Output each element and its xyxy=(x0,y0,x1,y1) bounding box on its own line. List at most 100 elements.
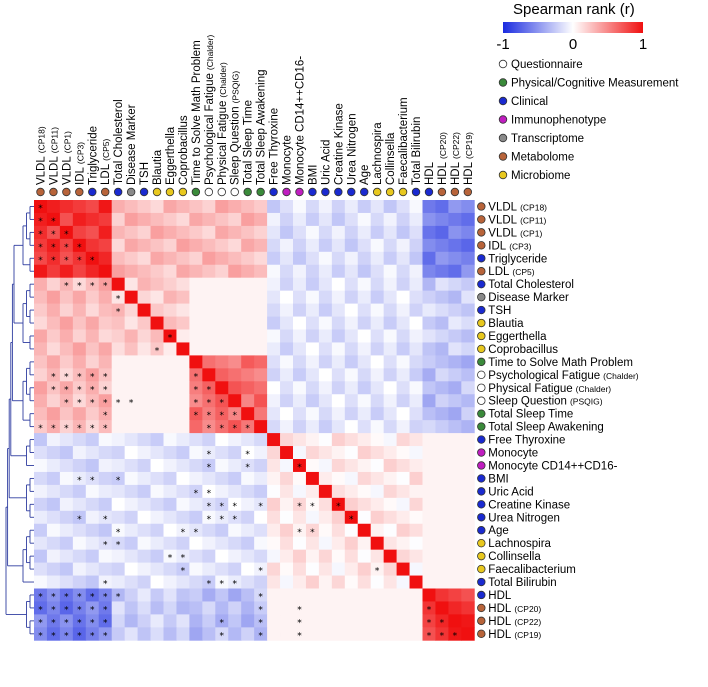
heatmap-cell xyxy=(305,601,320,615)
heatmap-cell xyxy=(228,471,242,486)
heatmap-cell xyxy=(163,225,177,240)
heatmap-cell xyxy=(254,303,268,317)
significance-star: * xyxy=(77,605,82,615)
heatmap-cell xyxy=(124,381,138,395)
heatmap-cell xyxy=(267,575,281,589)
column-category-marker xyxy=(347,187,356,197)
heatmap-cell xyxy=(280,614,294,628)
category-legend: Questionnaire Physical/Cognitive Measurem… xyxy=(498,59,679,182)
row-label: VLDL (CP11) xyxy=(488,214,546,226)
heatmap-cell xyxy=(176,212,190,227)
heatmap-cell xyxy=(34,627,48,641)
heatmap-cell xyxy=(461,459,475,473)
heatmap-cell xyxy=(448,536,462,551)
heatmap-cell xyxy=(46,523,61,538)
significance-star: * xyxy=(207,398,212,408)
heatmap-cell xyxy=(85,523,100,538)
heatmap-cell xyxy=(435,627,449,641)
heatmap-cell xyxy=(34,290,48,304)
significance-star: * xyxy=(51,256,56,266)
heatmap-cell xyxy=(46,510,61,525)
heatmap-cell xyxy=(59,251,74,266)
significance-star: * xyxy=(297,528,302,538)
heatmap-cell xyxy=(461,355,475,369)
heatmap-cell xyxy=(357,355,372,369)
heatmap-cell xyxy=(422,601,436,615)
heatmap-cell xyxy=(34,523,48,538)
heatmap-cell xyxy=(461,575,475,589)
heatmap-cell xyxy=(409,394,423,408)
heatmap-cell xyxy=(280,601,294,615)
heatmap-cell xyxy=(46,316,61,330)
heatmap-cell xyxy=(409,225,423,240)
heatmap-cell xyxy=(124,601,138,615)
significance-star: * xyxy=(51,230,56,240)
heatmap-cell xyxy=(124,588,138,602)
heatmap-cell xyxy=(202,200,216,214)
significance-star: * xyxy=(77,398,82,408)
heatmap-cell xyxy=(34,446,48,460)
heatmap-cell xyxy=(435,212,449,227)
column-label: HDL(CP20) xyxy=(437,132,449,185)
heatmap-cell xyxy=(305,510,320,525)
heatmap-cell xyxy=(357,316,372,330)
heatmap-cell xyxy=(305,316,320,330)
heatmap-cell xyxy=(124,264,138,279)
heatmap-cell xyxy=(344,446,359,460)
heatmap-cell xyxy=(396,614,410,628)
heatmap-cell xyxy=(124,238,138,253)
heatmap-cell xyxy=(111,394,126,408)
heatmap-cell xyxy=(189,536,203,551)
heatmap-cell xyxy=(137,549,151,563)
heatmap-cell xyxy=(344,394,359,408)
heatmap-cell xyxy=(344,588,359,602)
heatmap-cell xyxy=(202,277,216,292)
heatmap-cell xyxy=(357,459,372,473)
heatmap-cell xyxy=(370,368,385,382)
heatmap-cell xyxy=(344,601,359,615)
heatmap-cell xyxy=(150,225,164,240)
row-label: Coprobacillus xyxy=(488,344,558,356)
heatmap-cell xyxy=(176,588,190,602)
colorbar-tick-min: -1 xyxy=(496,36,509,53)
significance-star: * xyxy=(194,372,199,382)
column-label: HDL(CP19) xyxy=(463,132,475,185)
column-category-marker xyxy=(88,187,97,197)
heatmap-cell xyxy=(241,277,255,292)
heatmap-cell xyxy=(396,290,410,304)
heatmap-cell xyxy=(85,433,100,447)
heatmap-cell xyxy=(370,200,385,214)
heatmap-cell xyxy=(435,381,449,395)
heatmap-cell xyxy=(461,251,475,266)
heatmap-cell xyxy=(124,251,138,266)
column-label: LDL(CP5) xyxy=(100,139,112,185)
heatmap-cell xyxy=(137,614,151,628)
heatmap-cell xyxy=(396,484,410,499)
heatmap-cell xyxy=(461,614,475,628)
heatmap-cell xyxy=(98,212,113,227)
heatmap-cell xyxy=(267,290,281,304)
heatmap-cell xyxy=(435,510,449,525)
column-label: Total Sleep Time xyxy=(243,100,255,185)
heatmap-cell xyxy=(137,264,151,279)
heatmap-cell xyxy=(46,251,61,266)
heatmap-cell xyxy=(293,290,307,304)
heatmap-cell xyxy=(124,497,138,512)
significance-star: * xyxy=(103,631,108,641)
column-category-marker xyxy=(126,187,136,197)
heatmap-cell xyxy=(409,264,423,279)
row-label: HDL xyxy=(488,590,512,602)
heatmap-cell xyxy=(293,523,307,538)
column-label: HDL xyxy=(424,161,436,185)
heatmap-cell xyxy=(241,251,255,266)
heatmap-cell xyxy=(280,433,294,447)
significance-star: * xyxy=(64,398,69,408)
heatmap-cell xyxy=(435,200,449,214)
heatmap-cell xyxy=(280,316,294,330)
heatmap-cell xyxy=(305,575,320,589)
heatmap-cell xyxy=(254,484,268,499)
heatmap-cell xyxy=(305,588,320,602)
heatmap-cell xyxy=(396,510,410,525)
heatmap-cell xyxy=(305,264,320,279)
heatmap-cell xyxy=(318,575,333,589)
